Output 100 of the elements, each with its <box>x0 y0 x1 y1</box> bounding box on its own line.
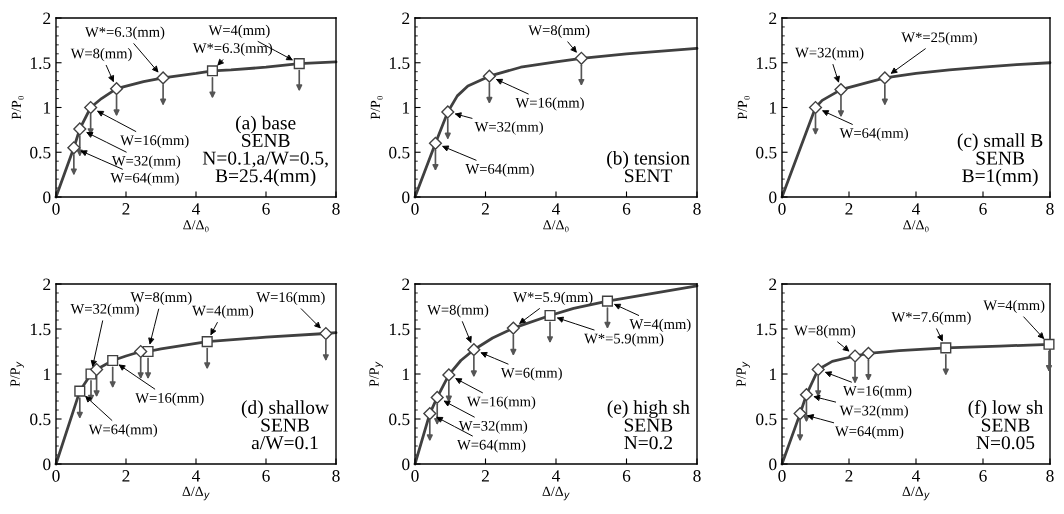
point <box>428 136 443 150</box>
x-tick-label: 2 <box>845 470 853 482</box>
annotation: W=32(mm) <box>70 303 139 317</box>
y-tick-label: 1 <box>769 368 777 381</box>
x-tick-label: 6 <box>622 470 631 482</box>
y-tick-label: 1 <box>402 368 410 381</box>
annotation: W=16(mm) <box>256 291 325 306</box>
point <box>482 69 496 83</box>
y-tick-label: 2 <box>402 12 410 25</box>
point <box>206 65 219 77</box>
x-tick-label: 6 <box>979 203 987 215</box>
x-tick-label: 6 <box>262 470 270 482</box>
annotation: W*=7.6(mm) <box>891 311 971 325</box>
point <box>293 58 305 70</box>
point <box>811 362 825 377</box>
point <box>544 309 556 322</box>
y-tick-label: 0 <box>43 191 51 204</box>
x-tick-label: 6 <box>979 470 987 482</box>
annotation: W=32(mm) <box>795 47 864 61</box>
y-tick-label: 2 <box>43 278 51 291</box>
x-tick-label: 0 <box>411 203 419 215</box>
point <box>878 71 892 85</box>
x-tick-label: 8 <box>693 203 701 215</box>
y-tick-label: 2 <box>402 278 410 291</box>
y-tick-label: 2 <box>43 12 51 25</box>
point <box>601 295 614 307</box>
point <box>84 100 98 115</box>
y-axis-title: P/P₀ <box>737 96 750 120</box>
annotation: W=8(mm) <box>70 48 132 62</box>
x-tick-label: 2 <box>122 203 130 215</box>
y-tick-label: 1.5 <box>30 323 51 336</box>
annotation: (e) high sh SENB N=0.2 <box>607 400 690 450</box>
point <box>574 51 588 65</box>
point <box>73 122 87 136</box>
point <box>156 71 170 85</box>
annotation: W=4(mm) <box>192 305 254 319</box>
annotation: W=8(mm) <box>130 291 192 306</box>
x-tick-label: 2 <box>481 203 489 215</box>
y-tick-label: 1.5 <box>30 57 51 70</box>
y-tick-label: 1.5 <box>389 323 410 336</box>
x-tick-label: 0 <box>411 470 419 482</box>
x-axis-title: Δ/Δ₀ <box>543 220 569 233</box>
annotation: W=16(mm) <box>515 97 584 111</box>
annotation: (c) small B SENB B=1(mm) <box>957 133 1043 187</box>
point <box>319 326 333 341</box>
point <box>940 342 952 354</box>
x-tick-label: 8 <box>693 470 701 482</box>
line-series <box>413 284 699 466</box>
x-tick-label: 0 <box>52 203 60 215</box>
annotation: W*=6.3(mm) <box>85 26 165 40</box>
x-axis-title: Δ/Δ₀ <box>903 220 929 233</box>
x-tick-label: 8 <box>1046 203 1054 215</box>
y-tick-label: 2 <box>769 12 777 25</box>
x-axis-title: Δ/Δ$_{y}$ <box>542 486 570 501</box>
annotation: W=32(mm) <box>458 420 528 434</box>
x-axis-title: Δ/Δ₀ <box>183 220 209 233</box>
y-axis-title: P/P$_{y}$ <box>369 361 383 387</box>
x-tick-label: 2 <box>481 470 489 482</box>
point <box>442 368 456 382</box>
point <box>74 385 86 397</box>
y-axis-title: P/P₀ <box>11 96 24 120</box>
annotation: W=8(mm) <box>528 24 590 39</box>
point <box>808 100 823 115</box>
annotation: W*=5.9(mm) <box>513 291 593 306</box>
y-tick-label: 0 <box>402 458 410 471</box>
point <box>861 346 876 360</box>
annotation: W*=5.9(mm) <box>584 333 664 347</box>
annotation: W=16(mm) <box>843 385 912 399</box>
y-tick-label: 0.5 <box>30 413 51 426</box>
annotation: (a) base SENB N=0.1,a/W=0.5, B=25.4(mm) <box>202 115 328 187</box>
annotation: W=16(mm) <box>135 392 204 406</box>
x-tick-label: 6 <box>262 203 270 215</box>
annotation: W=64(mm) <box>457 439 526 453</box>
annotation: (b) tension SENT <box>607 150 690 183</box>
y-tick-label: 0.5 <box>756 146 777 159</box>
point <box>90 362 104 377</box>
annotation: W=8(mm) <box>794 325 856 339</box>
y-tick-label: 2 <box>769 278 777 291</box>
point <box>441 105 455 119</box>
annotation: W=64(mm) <box>839 127 908 141</box>
annotation: W=32(mm) <box>474 121 543 135</box>
annotation: W=32(mm) <box>839 405 908 419</box>
point <box>848 349 862 363</box>
y-tick-label: 0.5 <box>389 146 410 159</box>
annotation: (d) shallow SENB a/W=0.1 <box>241 400 329 450</box>
x-tick-label: 0 <box>52 470 60 482</box>
point <box>107 354 119 367</box>
point <box>430 390 444 404</box>
y-axis-title: P/P$_{y}$ <box>10 361 24 387</box>
point <box>109 82 124 96</box>
point <box>423 407 437 421</box>
x-tick-label: 0 <box>778 203 786 215</box>
y-tick-label: 0.5 <box>30 146 51 159</box>
y-tick-label: 0 <box>769 458 777 471</box>
y-tick-label: 1.5 <box>389 57 410 70</box>
point <box>201 336 213 348</box>
y-tick-label: 1.5 <box>756 323 777 336</box>
y-tick-label: 0.5 <box>389 413 410 426</box>
y-tick-label: 1 <box>402 102 410 114</box>
annotation: W=4(mm) <box>629 318 691 333</box>
